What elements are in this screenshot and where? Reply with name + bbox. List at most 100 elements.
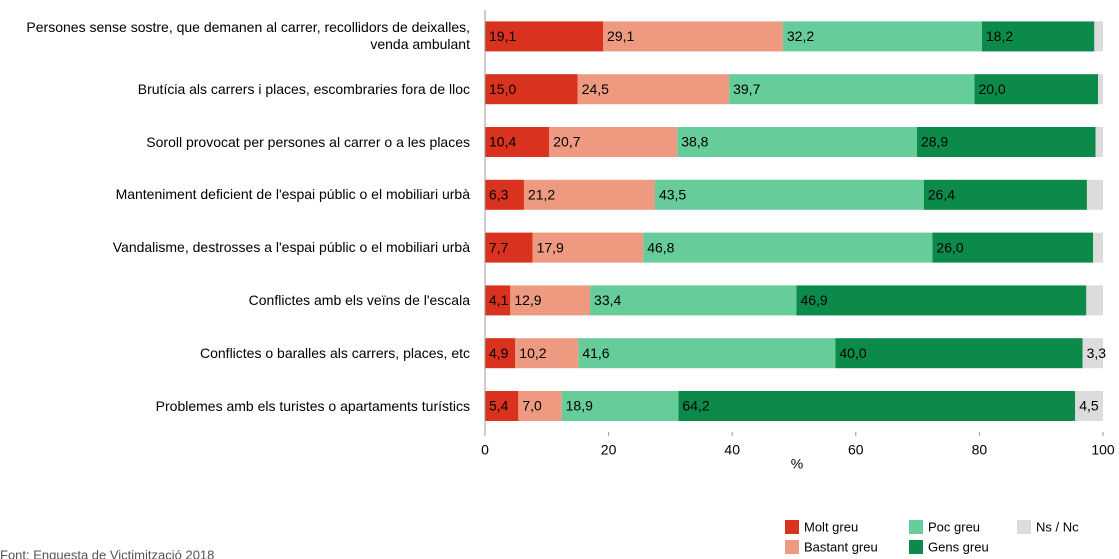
legend-label: Gens greu	[928, 539, 989, 554]
value-label: 5,4	[489, 398, 509, 414]
value-label: 46,8	[647, 239, 674, 255]
y-tick-label: Problemes amb els turistes o apartaments…	[155, 397, 470, 414]
bar-segment	[932, 232, 1094, 263]
value-label: 4,1	[489, 292, 509, 308]
value-label: 32,2	[787, 28, 814, 44]
x-tick-label: 40	[724, 442, 740, 458]
value-label: 15,0	[489, 81, 516, 97]
y-tick-label: Soroll provocat per persones al carrer o…	[146, 133, 470, 150]
bar-segment	[1095, 127, 1103, 157]
value-label: 33,4	[594, 292, 621, 308]
value-label: 43,5	[659, 187, 686, 203]
bar-segment	[1098, 74, 1103, 105]
bar-segment	[1094, 21, 1103, 52]
legend-swatch	[909, 540, 923, 554]
x-tick-label: 80	[972, 442, 988, 458]
value-label: 29,1	[607, 28, 634, 44]
value-label: 24,5	[582, 81, 609, 97]
y-tick-label: Persones sense sostre, que demanen al ca…	[26, 19, 470, 53]
y-tick-label: Conflictes amb els veïns de l'escala	[248, 291, 470, 308]
bar-segment	[523, 179, 655, 210]
value-label: 40,0	[839, 345, 866, 361]
bar-segment	[485, 338, 516, 369]
value-label: 19,1	[489, 28, 516, 44]
x-tick-label: 60	[848, 442, 864, 458]
value-label: 41,6	[582, 345, 609, 361]
bar-segment	[485, 285, 511, 316]
bar-segment	[729, 74, 975, 105]
y-tick-label: Conflictes o baralles als carrers, place…	[200, 344, 470, 361]
bar-segment	[678, 391, 1076, 421]
bar-segment	[981, 21, 1095, 52]
bar-segment	[515, 338, 579, 369]
value-label: 10,4	[489, 134, 516, 150]
bar-segment	[578, 338, 836, 369]
bar-segment	[485, 232, 533, 263]
legend-label: Ns / Nc	[1036, 519, 1079, 534]
y-tick-label: Vandalisme, destrosses a l'espai públic …	[112, 239, 470, 256]
value-label: 18,2	[986, 28, 1013, 44]
value-label: 12,9	[514, 292, 541, 308]
value-label: 64,2	[682, 398, 709, 414]
bar-segment	[577, 74, 730, 105]
value-label: 4,9	[489, 345, 509, 361]
bar-segment	[1075, 391, 1103, 421]
bar-segment	[677, 127, 917, 157]
bar-segment	[510, 285, 591, 316]
bar-segment	[518, 391, 562, 421]
legend-swatch	[785, 540, 799, 554]
value-label: 17,9	[537, 239, 564, 255]
legend-label: Molt greu	[804, 519, 858, 534]
legend-label: Poc greu	[928, 519, 980, 534]
bar-segment	[835, 338, 1083, 369]
x-tick-label: 20	[601, 442, 617, 458]
bar-segment	[590, 285, 797, 316]
bar-segment	[561, 391, 679, 421]
value-label: 10,2	[519, 345, 546, 361]
value-label: 21,2	[528, 187, 555, 203]
bar-segment	[923, 179, 1087, 210]
x-tick-label: 0	[481, 442, 489, 458]
value-label: 26,0	[936, 239, 963, 255]
bar-segment	[532, 232, 644, 263]
legend-swatch	[909, 520, 923, 534]
bar-segment	[1082, 338, 1103, 369]
bar-segment	[643, 232, 933, 263]
value-label: 3,3	[1087, 345, 1107, 361]
legend-swatch	[1017, 520, 1031, 534]
bar-segment	[603, 21, 783, 52]
x-tick-label: 100	[1091, 442, 1115, 458]
x-axis-label: %	[791, 456, 803, 472]
bar-segment	[782, 21, 982, 52]
value-label: 6,3	[489, 187, 509, 203]
bar-segment	[485, 179, 524, 210]
bar-segment	[1086, 179, 1103, 210]
legend-swatch	[785, 520, 799, 534]
bar-segment	[549, 127, 678, 157]
value-label: 26,4	[928, 187, 955, 203]
value-label: 7,7	[489, 239, 509, 255]
bar-segment	[485, 74, 578, 105]
bar-segment	[485, 127, 550, 157]
value-label: 39,7	[733, 81, 760, 97]
bar-segment	[485, 391, 519, 421]
legend-label: Bastant greu	[804, 539, 878, 554]
y-tick-label: Brutícia als carrers i places, escombrar…	[137, 80, 470, 97]
bar-segment	[974, 74, 1099, 105]
bar-segment	[1086, 285, 1103, 316]
bar-segment	[654, 179, 924, 210]
value-label: 4,5	[1079, 398, 1099, 414]
bar-segment	[916, 127, 1096, 157]
value-label: 28,9	[921, 134, 948, 150]
value-label: 46,9	[800, 292, 827, 308]
bar-segment	[796, 285, 1087, 316]
value-label: 20,0	[978, 81, 1005, 97]
source-note: Font: Enquesta de Victimització 2018	[0, 547, 214, 559]
value-label: 20,7	[553, 134, 580, 150]
value-label: 7,0	[522, 398, 542, 414]
value-label: 38,8	[681, 134, 708, 150]
value-label: 18,9	[566, 398, 593, 414]
y-tick-label: Manteniment deficient de l'espai públic …	[115, 186, 470, 203]
